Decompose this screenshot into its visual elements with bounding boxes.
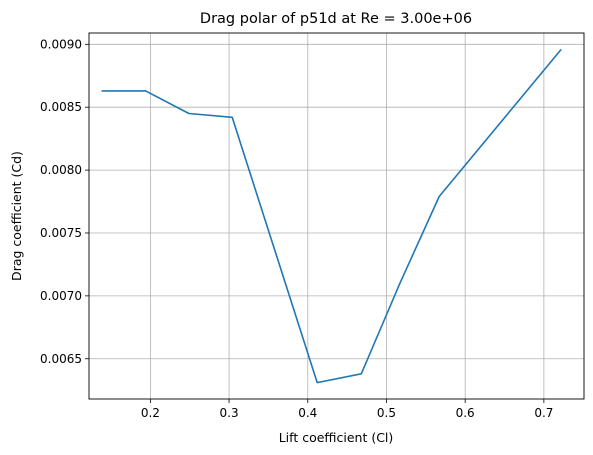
x-tick-label: 0.2	[141, 406, 160, 420]
series-line-layer	[101, 48, 562, 384]
x-tick-label: 0.7	[534, 406, 553, 420]
chart-title: Drag polar of p51d at Re = 3.00e+06	[200, 11, 472, 27]
series-line	[101, 48, 562, 384]
grid-lines	[89, 33, 584, 399]
plot-frame	[88, 32, 585, 400]
tick-layer: 0.2 0.3 0.4 0.5 0.6 0.7 0.0065 0.0070 0.0075 0.00…	[40, 37, 553, 420]
y-tick-label: 0.0085	[40, 100, 82, 114]
y-tick-label: 0.0080	[40, 163, 82, 177]
x-tick-label: 0.3	[220, 406, 239, 420]
y-tick-label: 0.0090	[40, 37, 82, 51]
x-tick-label: 0.6	[456, 406, 475, 420]
x-axis-label: Lift coefficient (Cl)	[279, 430, 394, 445]
y-axis-label: Drag coefficient (Cd)	[9, 151, 24, 281]
x-tick-label: 0.4	[298, 406, 317, 420]
y-tick-label: 0.0065	[40, 352, 82, 366]
y-tick-label: 0.0070	[40, 289, 82, 303]
y-tick-label: 0.0075	[40, 226, 82, 240]
x-tick-label: 0.5	[377, 406, 396, 420]
